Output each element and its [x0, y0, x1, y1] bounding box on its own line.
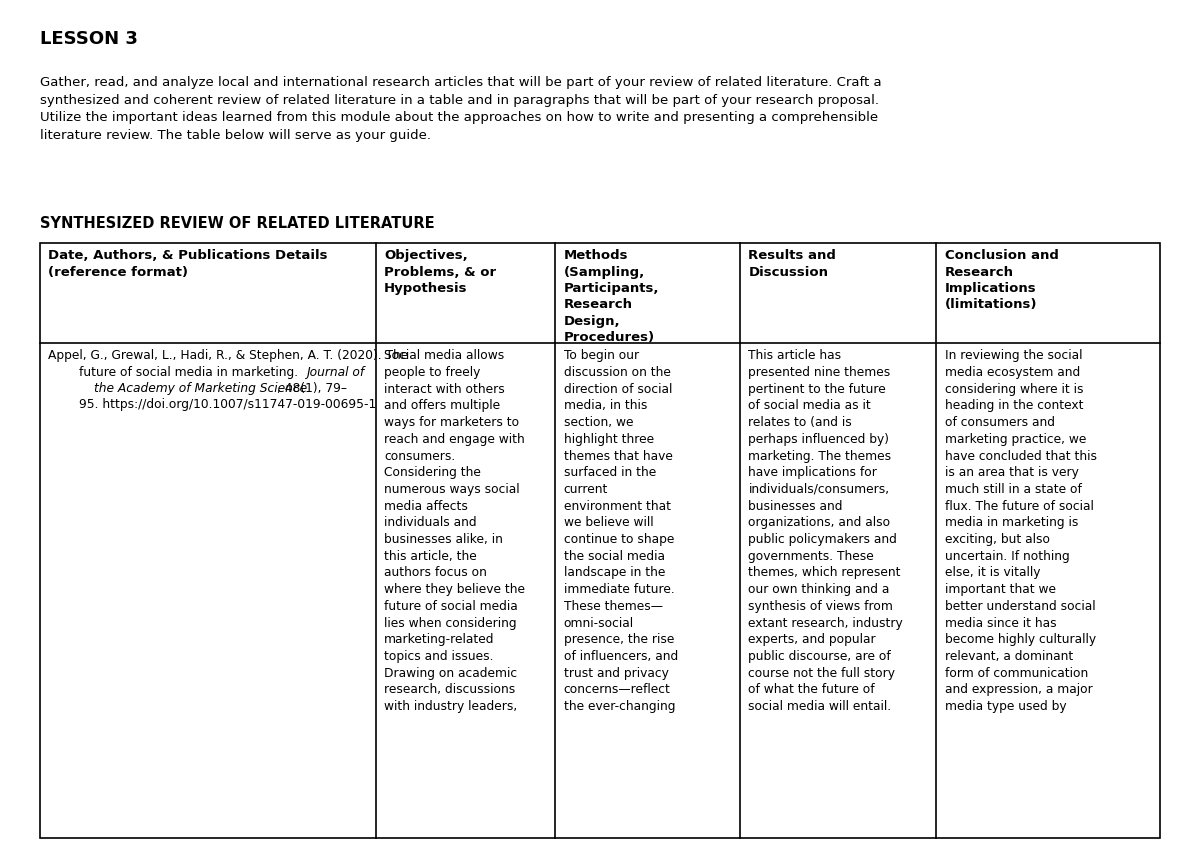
Bar — [40, 243, 1160, 838]
Text: Date, Authors, & Publications Details
(reference format): Date, Authors, & Publications Details (r… — [48, 249, 328, 279]
Text: Results and
Discussion: Results and Discussion — [749, 249, 836, 279]
Text: , 48(1), 79–: , 48(1), 79– — [277, 382, 348, 395]
Text: future of social media in marketing.: future of social media in marketing. — [48, 365, 302, 379]
Text: Conclusion and
Research
Implications
(limitations): Conclusion and Research Implications (li… — [944, 249, 1058, 311]
Text: 95. https://doi.org/10.1007/s11747-019-00695-1: 95. https://doi.org/10.1007/s11747-019-0… — [48, 399, 377, 411]
Text: SYNTHESIZED REVIEW OF RELATED LITERATURE: SYNTHESIZED REVIEW OF RELATED LITERATURE — [40, 216, 434, 232]
Text: In reviewing the social
media ecosystem and
considering where it is
heading in t: In reviewing the social media ecosystem … — [944, 349, 1097, 713]
Text: Objectives,
Problems, & or
Hypothesis: Objectives, Problems, & or Hypothesis — [384, 249, 497, 295]
Text: To begin our
discussion on the
direction of social
media, in this
section, we
hi: To begin our discussion on the direction… — [564, 349, 678, 713]
Text: Appel, G., Grewal, L., Hadi, R., & Stephen, A. T. (2020). The: Appel, G., Grewal, L., Hadi, R., & Steph… — [48, 349, 408, 362]
Text: Methods
(Sampling,
Participants,
Research
Design,
Procedures): Methods (Sampling, Participants, Researc… — [564, 249, 659, 343]
Text: Social media allows
people to freely
interact with others
and offers multiple
wa: Social media allows people to freely int… — [384, 349, 526, 713]
Text: the Academy of Marketing Science: the Academy of Marketing Science — [94, 382, 307, 395]
Text: Journal of: Journal of — [306, 365, 365, 379]
Text: This article has
presented nine themes
pertinent to the future
of social media a: This article has presented nine themes p… — [749, 349, 904, 713]
Text: Gather, read, and analyze local and international research articles that will be: Gather, read, and analyze local and inte… — [40, 76, 881, 142]
Text: LESSON 3: LESSON 3 — [40, 30, 138, 47]
